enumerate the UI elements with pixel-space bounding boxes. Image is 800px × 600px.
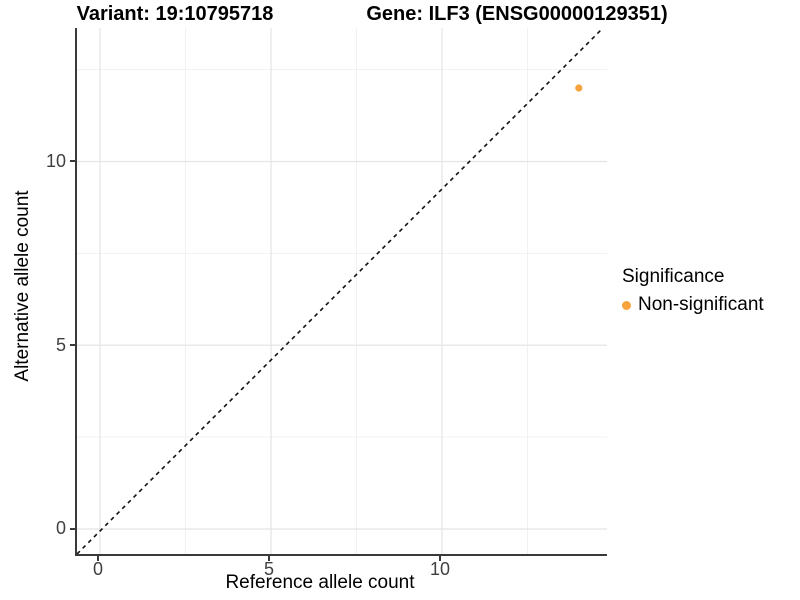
data-point (575, 84, 583, 92)
x-tick-label: 5 (263, 559, 274, 579)
variant-title: Variant: 19:10795718 (76, 3, 274, 25)
y-tick-label: 10 (45, 151, 66, 171)
x-tick-label: 10 (429, 559, 451, 579)
x-axis-label: Reference allele count (225, 572, 415, 593)
x-tick-mark (439, 556, 441, 561)
legend: Significance Non-significant (622, 266, 764, 316)
plot-panel (75, 28, 607, 556)
x-tick-mark (97, 556, 99, 561)
legend-title: Significance (622, 266, 725, 287)
y-tick-mark (70, 160, 75, 162)
legend-point-icon (622, 300, 631, 310)
legend-item: Non-significant (622, 294, 764, 316)
y-tick-label: 5 (55, 335, 66, 355)
identity-dashed-line (77, 28, 604, 554)
y-axis-label: Alternative allele count (12, 190, 33, 382)
legend-item-label: Non-significant (638, 294, 764, 315)
gene-title: Gene: ILF3 (ENSG00000129351) (366, 3, 668, 25)
x-tick-mark (268, 556, 270, 561)
y-tick-mark (70, 344, 75, 346)
plot-canvas (77, 28, 607, 554)
y-tick-label: 0 (55, 518, 66, 538)
x-tick-label: 0 (92, 559, 103, 579)
y-tick-mark (70, 528, 75, 530)
